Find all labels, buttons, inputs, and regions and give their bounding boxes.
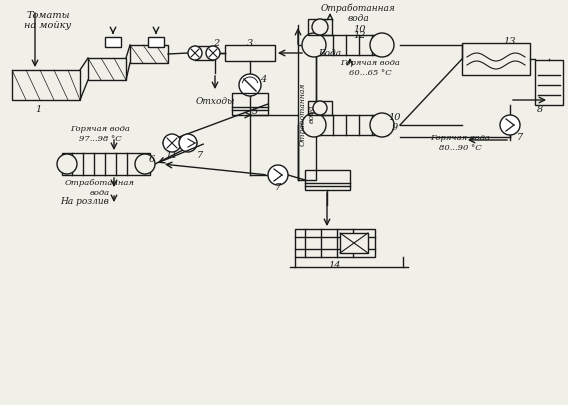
Circle shape — [268, 166, 288, 185]
Text: 4: 4 — [260, 75, 266, 84]
Bar — [340, 233, 368, 254]
Text: 1: 1 — [35, 105, 41, 114]
Bar — [295, 230, 375, 257]
Text: Горячая вода
97...98 °C: Горячая вода 97...98 °C — [70, 125, 130, 142]
Text: 6: 6 — [149, 155, 155, 164]
Text: Отработанная
вода: Отработанная вода — [298, 82, 316, 145]
Text: Горячая вода
80...90 °C: Горячая вода 80...90 °C — [430, 134, 490, 151]
Bar — [308, 36, 388, 56]
Circle shape — [239, 75, 261, 97]
Circle shape — [188, 47, 202, 61]
Circle shape — [163, 135, 181, 153]
Bar — [308, 102, 332, 116]
Bar — [130, 46, 168, 64]
Text: 9: 9 — [392, 123, 398, 132]
Text: 3: 3 — [247, 39, 253, 48]
Bar — [308, 116, 388, 136]
Text: 7: 7 — [275, 183, 281, 192]
Bar — [462, 44, 530, 76]
Bar — [535, 61, 563, 106]
Text: Вода: Вода — [318, 49, 341, 58]
Text: На розлив: На розлив — [61, 197, 110, 206]
Text: Томаты
на мойку: Томаты на мойку — [24, 11, 72, 30]
Text: 7: 7 — [197, 151, 203, 160]
Text: 8: 8 — [537, 105, 543, 114]
Circle shape — [500, 116, 520, 136]
Circle shape — [302, 34, 326, 58]
Text: 2: 2 — [213, 38, 219, 47]
Bar — [298, 46, 316, 181]
Circle shape — [179, 135, 197, 153]
Text: 14: 14 — [329, 261, 341, 270]
Text: Отработанная
вода: Отработанная вода — [65, 179, 135, 196]
Bar — [305, 171, 350, 190]
Bar — [148, 38, 164, 48]
Circle shape — [312, 20, 328, 36]
Circle shape — [206, 47, 220, 61]
Circle shape — [302, 114, 326, 138]
Bar — [88, 59, 126, 81]
Text: Горячая вода
60...65 °C: Горячая вода 60...65 °C — [340, 59, 400, 77]
Circle shape — [370, 34, 394, 58]
Circle shape — [135, 155, 155, 175]
Circle shape — [370, 114, 394, 138]
Circle shape — [313, 102, 327, 116]
Text: 10: 10 — [354, 24, 366, 34]
Text: 12: 12 — [354, 32, 366, 40]
Text: 13: 13 — [504, 36, 516, 45]
Circle shape — [57, 155, 77, 175]
Text: 10: 10 — [389, 113, 401, 122]
Bar — [308, 20, 332, 36]
Text: 5: 5 — [252, 106, 258, 115]
Text: Отходы: Отходы — [195, 96, 235, 105]
Text: Отработанная
вода: Отработанная вода — [320, 3, 395, 23]
Text: 11: 11 — [166, 151, 178, 160]
Text: 7: 7 — [517, 133, 523, 142]
Bar — [105, 38, 121, 48]
Bar — [62, 153, 150, 175]
Bar — [225, 46, 275, 62]
Bar — [12, 71, 80, 101]
Bar — [232, 94, 268, 116]
